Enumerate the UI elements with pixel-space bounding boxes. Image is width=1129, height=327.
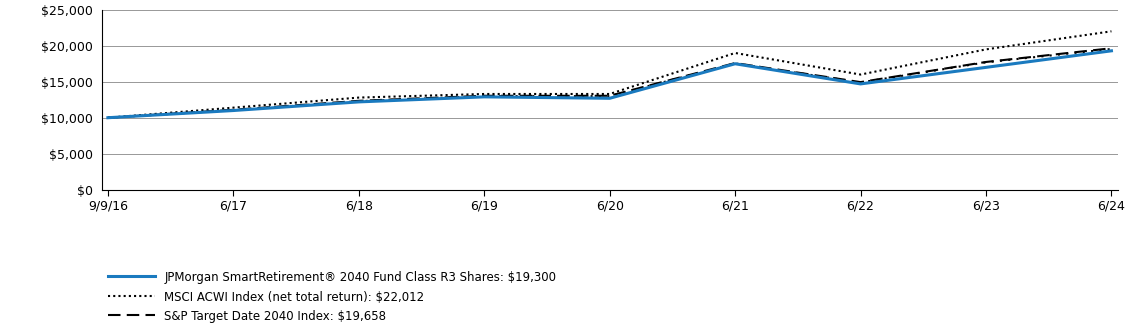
Legend: JPMorgan SmartRetirement® 2040 Fund Class R3 Shares: $19,300, MSCI ACWI Index (n: JPMorgan SmartRetirement® 2040 Fund Clas… xyxy=(107,271,560,327)
